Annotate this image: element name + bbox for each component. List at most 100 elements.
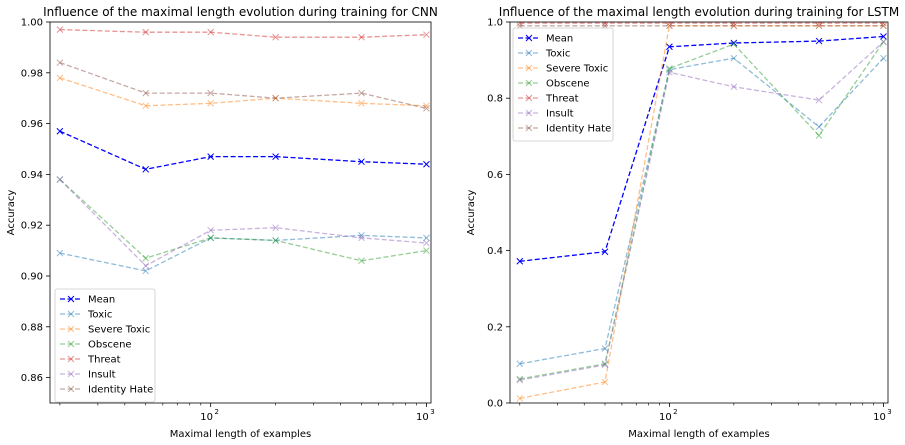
data-point-marker: [358, 158, 365, 166]
data-point-marker: [142, 267, 150, 275]
x-tick-exponent: 2: [214, 408, 218, 416]
chart-title: Influence of the maximal length evolutio…: [499, 5, 899, 19]
data-point-marker: [815, 132, 823, 139]
y-tick-label: 0.86: [21, 373, 43, 384]
legend-label: Insult: [546, 109, 574, 120]
y-tick-label: 0.96: [21, 119, 43, 130]
y-tick-label: 0.2: [487, 322, 503, 333]
data-point-marker: [272, 94, 279, 102]
data-point-marker: [423, 105, 430, 112]
legend-label: Toxic: [87, 310, 112, 321]
plot-area: [516, 22, 887, 402]
legend-marker: [525, 109, 533, 117]
data-point-marker: [815, 123, 823, 131]
legend-label: Threat: [87, 355, 121, 366]
legend-marker: [67, 370, 75, 378]
data-point-marker: [601, 361, 609, 369]
data-point-marker: [142, 102, 150, 110]
series-line-obscene: [519, 41, 885, 380]
x-tick-label: 10: [416, 412, 429, 423]
data-point-marker: [516, 22, 524, 27]
data-point-marker: [142, 254, 150, 262]
y-tick-label: 0.8: [487, 94, 503, 105]
legend-label: Threat: [545, 94, 579, 105]
data-point-marker: [207, 28, 215, 36]
data-point-marker: [423, 239, 430, 247]
data-point-marker: [358, 33, 365, 41]
legend-label: Obscene: [88, 340, 132, 351]
chart-title: Influence of the maximal length evolutio…: [43, 5, 438, 19]
data-point-marker: [666, 22, 673, 30]
data-point-marker: [601, 22, 609, 27]
data-point-marker: [601, 345, 609, 352]
x-axis-label: Maximal length of examples: [628, 429, 769, 440]
data-point-marker: [56, 59, 64, 66]
series-line-identity-hate: [59, 61, 427, 110]
data-point-marker: [358, 234, 365, 242]
data-point-marker: [516, 360, 524, 368]
legend-marker: [67, 340, 75, 348]
legend-label: Insult: [88, 370, 116, 381]
data-point-marker: [815, 22, 823, 30]
data-point-marker: [56, 74, 64, 82]
series-line-mean: [519, 35, 884, 262]
legend-label: Obscene: [546, 79, 590, 90]
data-point-marker: [423, 247, 430, 254]
y-tick-label: 0.94: [21, 170, 43, 181]
legend-marker: [67, 295, 75, 303]
x-tick-label: 10: [659, 412, 672, 423]
legend-marker: [525, 34, 533, 42]
legend-marker: [525, 94, 533, 102]
series-line-insult: [59, 179, 427, 267]
data-point-marker: [601, 378, 609, 386]
y-tick-label: 0.4: [487, 246, 503, 257]
legend-label: Mean: [546, 34, 573, 45]
data-point-marker: [730, 22, 738, 30]
data-point-marker: [880, 22, 887, 27]
axes-frame: [509, 21, 889, 404]
data-point-marker: [730, 22, 738, 27]
data-point-marker: [272, 237, 279, 244]
y-tick-label: 1.00: [21, 18, 43, 29]
legend-marker: [67, 310, 75, 318]
x-tick-exponent: 3: [430, 408, 434, 416]
x-axis-label: Maximal length of examples: [170, 429, 311, 440]
data-point-marker: [730, 40, 738, 48]
legend-label: Severe Toxic: [546, 64, 608, 75]
data-point-marker: [423, 31, 430, 39]
data-point-marker: [666, 22, 673, 27]
data-point-marker: [272, 153, 279, 160]
series-line-severe-toxic: [59, 77, 427, 107]
legend-label: Mean: [88, 295, 115, 306]
y-tick-label: 0.0: [487, 399, 503, 410]
data-point-marker: [272, 224, 279, 232]
data-point-marker: [880, 22, 887, 30]
data-point-marker: [207, 226, 215, 234]
data-point-marker: [601, 248, 609, 256]
series-line-threat: [59, 28, 427, 38]
data-point-marker: [815, 96, 823, 104]
data-point-marker: [207, 153, 215, 160]
plot-area: [56, 26, 430, 275]
y-tick-label: 0.92: [21, 221, 43, 232]
legend-marker: [67, 355, 75, 363]
data-point-marker: [516, 257, 524, 265]
chart-panel-0: Influence of the maximal length evolutio…: [6, 5, 438, 440]
x-tick-label: 10: [873, 412, 886, 423]
legend-marker: [67, 385, 75, 393]
data-point-marker: [880, 33, 887, 40]
data-point-marker: [880, 54, 887, 62]
axes-frame: [49, 21, 432, 404]
legend: Mean Toxic Severe Toxic Obscene Threat Insult…: [54, 288, 156, 403]
legend-label: Severe Toxic: [88, 325, 150, 336]
series-line-toxic: [519, 57, 884, 365]
data-point-marker: [56, 127, 64, 135]
series-line-mean: [59, 130, 427, 170]
data-point-marker: [142, 165, 150, 173]
data-point-marker: [142, 28, 150, 36]
x-tick-exponent: 3: [887, 408, 891, 416]
legend-label: Identity Hate: [546, 124, 611, 135]
y-tick-label: 0.88: [21, 322, 43, 333]
series-line-toxic: [59, 234, 427, 272]
